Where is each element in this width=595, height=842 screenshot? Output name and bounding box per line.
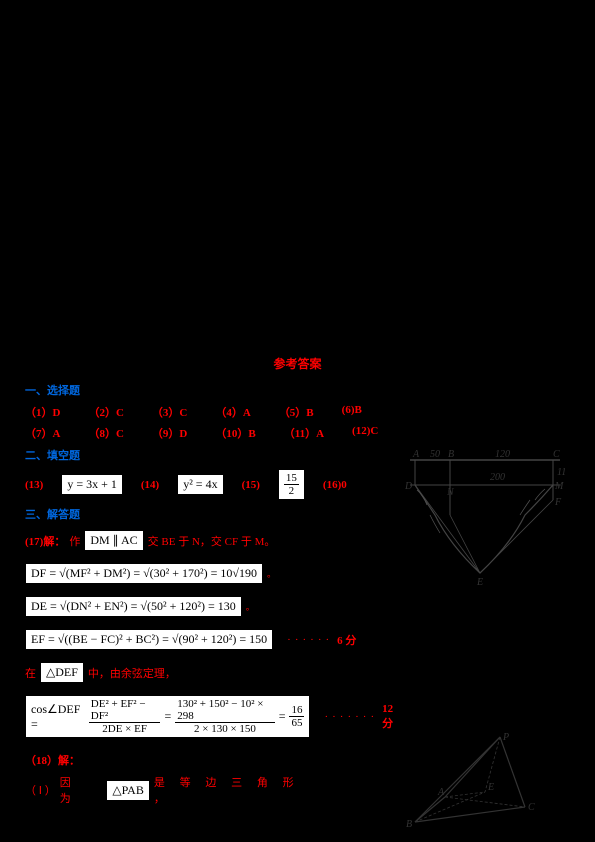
fig1-d-cf: 110	[557, 467, 565, 478]
q17-label: (17)解：	[25, 533, 65, 549]
q17-s4-f1n: DE² + EF² − DF²	[89, 698, 161, 723]
mc-q11: （11）A	[284, 425, 324, 441]
q14-formula: y² = 4x	[177, 474, 223, 495]
fig1-d-bc: 120	[495, 449, 510, 460]
q17-step0-box: DM ∥ AC	[84, 530, 143, 551]
mc-q3: （3）C	[152, 404, 187, 420]
q17-dots1: ······	[287, 634, 333, 646]
q17-text2-box: △DEF	[40, 662, 84, 683]
section-1-heading: 一、选择题	[25, 382, 570, 398]
q14-label: (14)	[141, 479, 159, 491]
fig1-d-be: 200	[490, 472, 505, 483]
q17-step0-pre: 作	[69, 533, 80, 549]
q17-text2-pre: 在	[25, 665, 36, 681]
q17-text2-post: 中，由余弦定理，	[88, 665, 176, 681]
q17-s4-eq: =	[279, 709, 286, 724]
figure-tetrahedron: P A B C E	[400, 732, 535, 832]
mc-q10: （10）B	[215, 425, 255, 441]
q15-label: (15)	[242, 479, 260, 491]
q17-step3: EF = √((BE − FC)² + BC²) = √(90² + 120²)…	[25, 629, 273, 650]
fig1-N: N	[446, 487, 455, 498]
q18-post: 是 等 边 三 角 形 ，	[154, 774, 325, 806]
q17-s4-f1d: 2DE × EF	[100, 723, 149, 735]
fig1-d-ab: 50	[430, 449, 440, 460]
fig1-C: C	[553, 449, 560, 460]
mc-q4: （4）A	[215, 404, 250, 420]
q17-step1-sup: 。	[267, 567, 276, 580]
fig1-D: D	[405, 481, 413, 492]
q17-s4-f3n: 16	[289, 704, 304, 717]
fig1-F: F	[554, 497, 562, 508]
mc-row-1: （1）D （2）C （3）C （4）A （5）B (6)B	[25, 404, 570, 420]
fig2-B: B	[406, 819, 412, 830]
mc-row-2: （7）A （8）C （9）D （10）B （11）A (12)C	[25, 425, 570, 441]
q15-formula: 15 2	[278, 469, 305, 500]
q17-dots2: ·······	[324, 711, 378, 723]
q17-step1: DF = √(MF² + DM²) = √(30² + 170²) = 10√1…	[25, 563, 263, 584]
q17-s4-f3d: 65	[289, 717, 304, 729]
fig2-C: C	[528, 802, 535, 813]
fig2-E: E	[487, 782, 494, 793]
q17-step2: DE = √(DN² + EN²) = √(50² + 120²) = 130	[25, 596, 242, 617]
q17-step2-sup: 。	[246, 600, 255, 613]
q15-num: 15	[284, 472, 299, 485]
mc-q8: （8）C	[88, 425, 123, 441]
q15-den: 2	[287, 485, 297, 497]
answer-title: 参考答案	[25, 355, 570, 372]
fig2-A: A	[437, 787, 445, 798]
figure-gorge: A 50 B 120 C 110 200 D N M F E	[405, 445, 565, 595]
mc-q5: （5）B	[279, 404, 314, 420]
q18-pre: 因 为	[60, 774, 103, 806]
q17-step4: cos∠DEF = DE² + EF² − DF² 2DE × EF = 130…	[25, 695, 310, 738]
mc-q7: （7）A	[25, 425, 60, 441]
mc-q2: （2）C	[88, 404, 123, 420]
q17-points1: 6 分	[337, 632, 356, 648]
q16-label: (16)0	[323, 479, 347, 491]
fig1-B: B	[448, 449, 454, 460]
q17-s4-mid: =	[164, 709, 171, 724]
fig2-P: P	[502, 732, 509, 743]
q17-s4-f2d: 2 × 130 × 150	[192, 723, 258, 735]
q18-box: △PAB	[106, 780, 149, 801]
q17-s4-f2n: 130² + 150² − 10² × 298	[175, 698, 274, 723]
fig1-E: E	[476, 577, 483, 588]
mc-q12: (12)C	[352, 425, 378, 441]
q13-formula: y = 3x + 1	[61, 474, 123, 495]
mc-q9: （9）D	[152, 425, 187, 441]
fig1-A: A	[412, 449, 420, 460]
fig1-M: M	[554, 481, 564, 492]
q17-points2: 12 分	[382, 703, 405, 731]
q17-step0-post: 交 BE 于 N，交 CF 于 M。	[148, 533, 276, 549]
q17-solution: (17)解： 作 DM ∥ AC 交 BE 于 N，交 CF 于 M。 DF =…	[25, 530, 405, 738]
mc-q6: (6)B	[342, 404, 362, 420]
q18-part-label: （ Ⅰ ）	[25, 782, 56, 798]
mc-q1: （1）D	[25, 404, 60, 420]
q13-label: (13)	[25, 479, 43, 491]
q17-step4-lhs: cos∠DEF =	[31, 702, 85, 732]
